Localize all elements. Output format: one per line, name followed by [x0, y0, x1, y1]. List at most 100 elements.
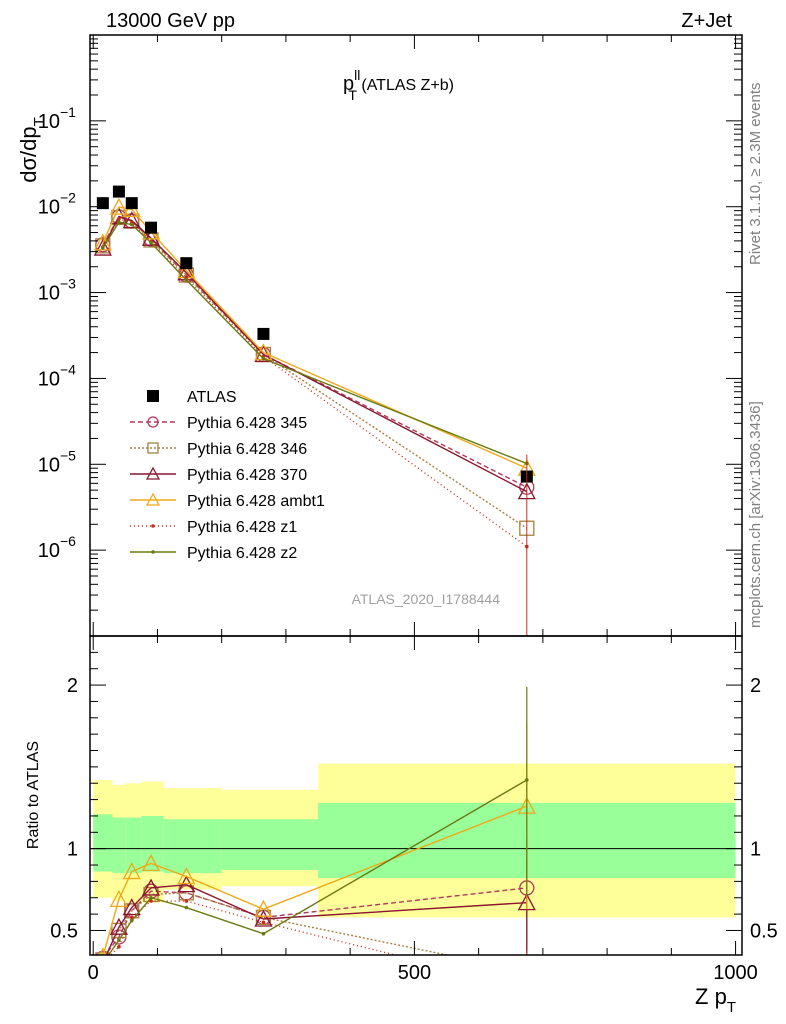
band-green-2 — [125, 817, 142, 874]
legend: ATLAS Pythia 6.428 345 Pythia 6.428 346 Pyt… — [130, 389, 325, 562]
ratio-tick-label-right-2: 2 — [750, 675, 761, 697]
series-5-point-3 — [149, 240, 153, 245]
y-tick-label-1: 10 — [38, 454, 60, 476]
plot-title-main: p — [343, 73, 354, 95]
series-line-1 — [102, 216, 528, 529]
band-green-0 — [93, 814, 113, 872]
ratio-2-point-1 — [109, 917, 128, 935]
ratio-2-point-3 — [141, 878, 161, 896]
series-3-point-1 — [109, 197, 128, 215]
ratio-panel — [90, 687, 742, 990]
band-green-1 — [112, 817, 126, 874]
ratio-tick-label-0: 0.5 — [50, 920, 78, 942]
y-tick-label-3: 10 — [38, 283, 60, 305]
ratio-3-point-1 — [109, 889, 128, 908]
legend-label-5: Pythia 6.428 z2 — [187, 545, 297, 562]
y-axis-label-sub: T — [31, 117, 48, 126]
ratio-5-point-3 — [149, 895, 153, 900]
ratio-1-point-0 — [95, 952, 111, 955]
ratio-3-point-5 — [254, 899, 273, 917]
series-line-5 — [102, 221, 528, 465]
x-axis-label: Z pT — [695, 984, 736, 1016]
y-axis-label-main: dσ/dp — [16, 126, 41, 182]
legend-label-3: Pythia 6.428 ambt1 — [187, 493, 325, 510]
band-green-5 — [221, 819, 319, 870]
legend-label-1: Pythia 6.428 346 — [187, 441, 307, 458]
series-1-point-1 — [111, 209, 127, 226]
data-point-4 — [180, 257, 193, 270]
ratio-4-point-1 — [117, 945, 121, 949]
ratio-4-point-5 — [261, 920, 266, 925]
y-tick-exp-2: −4 — [60, 361, 76, 377]
y-axis-label: dσ/dpT — [16, 117, 48, 183]
y-tick-exp-3: −3 — [60, 276, 76, 292]
series-2-point-0 — [93, 238, 112, 256]
series-line-2 — [102, 215, 528, 493]
legend-marker-2 — [145, 466, 161, 480]
data-point-0 — [96, 197, 109, 210]
x-tick-label-1: 500 — [398, 962, 431, 984]
plot-title-sup: ll — [354, 67, 360, 83]
ratio-tick-label-1: 1 — [67, 839, 78, 861]
ratio-3-point-2 — [122, 862, 141, 880]
ratio-tick-label-right-1: 1 — [750, 839, 761, 861]
series-line-0 — [102, 216, 528, 488]
series-line-3 — [102, 206, 528, 469]
legend-label-data: ATLAS — [187, 389, 237, 406]
legend-marker-4 — [151, 524, 155, 528]
ratio-0-point-0 — [95, 950, 110, 955]
header-left: 13000 GeV pp — [106, 10, 235, 32]
y-tick-label-4: 10 — [38, 197, 60, 219]
header-right: Z+Jet — [681, 10, 732, 32]
y-tick-exp-5: −1 — [60, 104, 76, 120]
legend-marker-5 — [151, 550, 155, 554]
rivet-label: Rivet 3.1.10, ≥ 2.3M events — [747, 83, 764, 266]
ratio-line-2 — [105, 883, 527, 955]
series-2-point-3 — [141, 228, 161, 246]
y-tick-label-0: 10 — [38, 540, 60, 562]
ratio-line-3 — [102, 805, 528, 955]
ratio-5-point-1 — [117, 938, 121, 943]
ratio-4-point-4 — [184, 899, 189, 903]
series-5-point-5 — [261, 356, 266, 361]
y-tick-exp-0: −6 — [60, 533, 76, 549]
x-axis-label-sub: T — [727, 999, 736, 1016]
legend-label-2: Pythia 6.428 370 — [187, 467, 307, 484]
ratio-2-point-2 — [122, 898, 141, 916]
ratio-tick-label-right-0: 0.5 — [750, 920, 778, 942]
legend-label-0: Pythia 6.428 345 — [187, 415, 307, 432]
series-5-point-1 — [117, 220, 121, 225]
y-tick-exp-4: −2 — [60, 190, 76, 206]
series-5-point-2 — [129, 222, 134, 227]
ratio-4-point-6 — [525, 986, 529, 990]
plot-title-rest: (ATLAS Z+b) — [357, 77, 454, 94]
legend-label-4: Pythia 6.428 z1 — [187, 519, 297, 536]
ratio-3-point-3 — [141, 854, 161, 872]
ratio-4-point-2 — [129, 915, 134, 920]
ratio-frame — [89, 635, 743, 956]
y-tick-label-5: 10 — [38, 111, 60, 133]
main-panel — [93, 185, 536, 636]
ratio-2-point-4 — [177, 875, 196, 893]
band-green-3 — [141, 815, 164, 872]
data-point-3 — [145, 221, 158, 234]
ratio-5-point-0 — [101, 961, 105, 965]
legend-marker-3 — [145, 492, 161, 506]
data-point-2 — [125, 197, 138, 210]
data-point-1 — [112, 185, 125, 198]
ratio-line-1 — [104, 892, 451, 955]
plot-title-sub: T — [348, 87, 357, 103]
series-4-point-1 — [117, 217, 121, 221]
ratio-4-point-3 — [149, 899, 153, 903]
analysis-label: ATLAS_2020_I1788444 — [352, 591, 501, 607]
ratio-tick-label-2: 2 — [67, 675, 78, 697]
ratio-5-point-2 — [129, 918, 134, 923]
ratio-3-point-4 — [177, 867, 196, 885]
y-tick-label-2: 10 — [38, 368, 60, 390]
ratio-5-point-5 — [261, 931, 266, 936]
legend-marker-1 — [147, 442, 159, 454]
plot-title: pll T (ATLAS Z+b) — [343, 67, 454, 103]
x-tick-label-2: 1000 — [713, 962, 758, 984]
